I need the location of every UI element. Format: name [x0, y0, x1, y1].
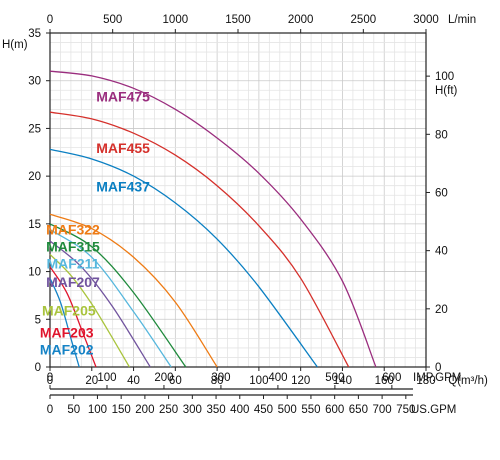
curve-maf315: [49, 223, 187, 368]
imp-axis-label: IMP.GPM: [413, 372, 461, 384]
x-tick-label: 80: [211, 375, 224, 387]
us-tick-label: 400: [230, 404, 249, 416]
top-tick-label: 2000: [288, 14, 314, 26]
curve-maf322: [49, 213, 218, 368]
us-tick-label: 600: [325, 404, 344, 416]
y-tick-label: 0: [35, 362, 41, 374]
x-tick-label: 160: [375, 375, 394, 387]
us-tick-label: 200: [135, 404, 154, 416]
label-maf475: MAF475: [96, 89, 150, 105]
curve-maf211: [49, 229, 172, 368]
curve-maf207: [49, 240, 151, 368]
us-tick-label: 350: [206, 404, 225, 416]
imp-tick-label: 300: [211, 372, 230, 384]
us-tick-label: 550: [301, 404, 320, 416]
right-axis-label: H(ft): [435, 85, 458, 97]
x-tick-label: 60: [169, 375, 182, 387]
label-maf211: MAF211: [47, 256, 100, 272]
top-tick-label: 1000: [163, 14, 189, 26]
us-tick-label: 0: [47, 404, 53, 416]
x-axis-label: Q(m³/h): [448, 375, 488, 387]
y-tick-label: 5: [35, 314, 41, 326]
y-tick-label: 15: [28, 219, 41, 231]
us-tick-label: 450: [254, 404, 273, 416]
us-tick-label: 250: [159, 404, 178, 416]
y-tick-label: 35: [28, 28, 41, 40]
y-tick-label: 25: [28, 123, 41, 135]
label-maf322: MAF322: [46, 221, 100, 237]
curve-maf202: [49, 278, 80, 368]
label-maf315: MAF315: [46, 239, 100, 255]
label-maf455: MAF455: [96, 140, 150, 156]
top-tick-label: 3000: [413, 14, 439, 26]
top-tick-label: 500: [103, 14, 122, 26]
x-tick-label: 20: [85, 375, 98, 387]
us-tick-label: 500: [278, 404, 297, 416]
right-tick-label: 100: [435, 71, 454, 83]
curve-maf203: [49, 266, 97, 368]
y-tick-label: 20: [28, 171, 41, 183]
curve-maf455: [49, 111, 350, 368]
us-tick-label: 650: [349, 404, 368, 416]
label-maf437: MAF437: [96, 178, 150, 194]
right-tick-label: 80: [435, 129, 448, 141]
imp-tick-label: 600: [382, 372, 401, 384]
x-tick-label: 0: [47, 375, 53, 387]
x-tick-label: 100: [249, 375, 268, 387]
imp-tick-label: 400: [268, 372, 287, 384]
right-tick-label: 20: [435, 304, 448, 316]
top-tick-label: 1500: [225, 14, 251, 26]
top-tick-label: 0: [47, 14, 53, 26]
imp-tick-label: 100: [97, 372, 116, 384]
x-tick-label: 180: [416, 375, 435, 387]
y-axis-label: H(m): [2, 39, 28, 51]
x-tick-label: 40: [127, 375, 140, 387]
imp-tick-label: 200: [154, 372, 173, 384]
imp-tick-label: 0: [47, 372, 53, 384]
x-tick-label: 120: [291, 375, 310, 387]
x-tick-label: 140: [333, 375, 352, 387]
right-tick-label: 0: [435, 362, 441, 374]
grid: [50, 33, 426, 367]
us-axis-label: US.GPM: [411, 404, 456, 416]
us-tick-label: 50: [67, 404, 80, 416]
us-tick-label: 100: [88, 404, 107, 416]
curves: [49, 70, 377, 368]
right-tick-label: 60: [435, 187, 448, 199]
imp-tick-label: 500: [325, 372, 344, 384]
label-maf205: MAF205: [42, 302, 96, 318]
right-tick-label: 40: [435, 246, 448, 258]
us-tick-label: 750: [396, 404, 415, 416]
y-tick-label: 10: [28, 267, 41, 279]
us-tick-label: 150: [112, 404, 131, 416]
label-maf202: MAF202: [40, 342, 94, 358]
y-tick-label: 30: [28, 76, 41, 88]
curve-maf437: [49, 148, 318, 368]
tick-labels: 0 20 40 60 80 100 120 140 160 180 Q(m³/h) 0 5 10 15 20 2…: [2, 14, 488, 416]
curve-maf475: [49, 70, 377, 368]
top-tick-label: 2500: [351, 14, 377, 26]
us-tick-label: 700: [373, 404, 392, 416]
us-tick-label: 300: [183, 404, 202, 416]
top-axis-label: L/min: [448, 14, 476, 26]
curve-maf205: [49, 253, 130, 368]
label-maf207: MAF207: [46, 274, 100, 290]
label-maf203: MAF203: [40, 324, 94, 340]
axes: [46, 29, 430, 399]
